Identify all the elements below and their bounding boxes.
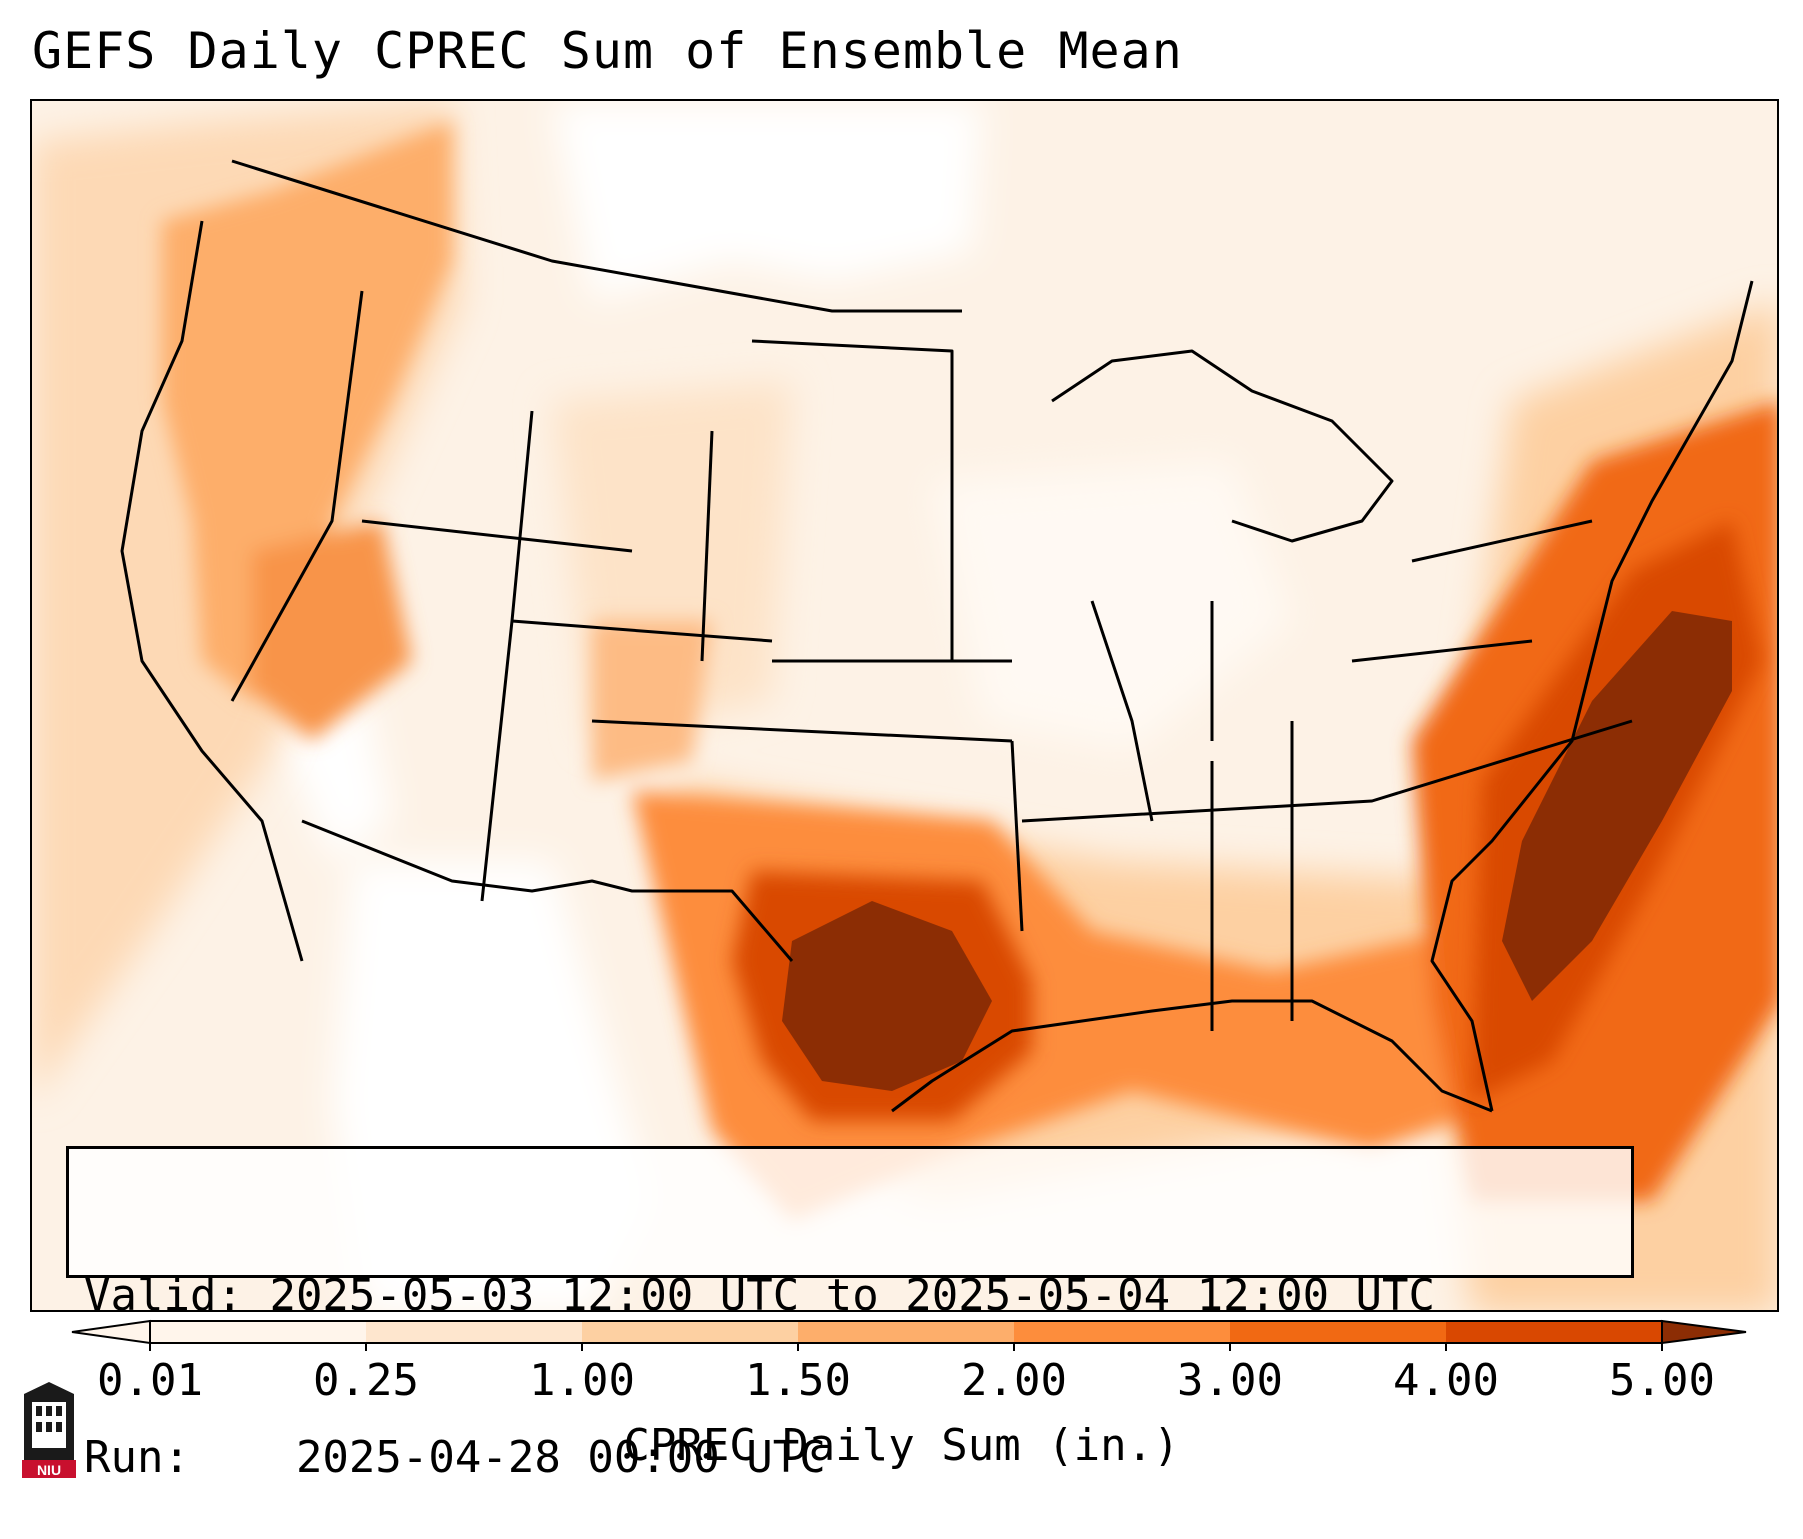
colorbar-segment <box>150 1321 367 1343</box>
colorbar-outline <box>149 1320 1663 1344</box>
run-row: Run: 2025-04-28 00:00 UTC <box>84 1431 1631 1485</box>
colorbar-tick-label: 0.25 <box>313 1355 419 1406</box>
run-label: Run: <box>84 1432 190 1483</box>
colorbar-tick-label: 2.00 <box>961 1355 1067 1406</box>
logo-text: NIU <box>37 1462 61 1478</box>
max-precip <box>782 611 1732 1091</box>
colorbar-tick-label: 5.00 <box>1609 1355 1715 1406</box>
colorbar-tick-label: 1.50 <box>745 1355 851 1406</box>
valid-run-info-box: Valid: 2025-05-03 12:00 UTC to 2025-05-0… <box>66 1146 1634 1483</box>
valid-value: 2025-05-03 12:00 UTC to 2025-05-04 12:00… <box>269 1270 1436 1321</box>
colorbar <box>71 1319 1747 1351</box>
colorbar-extend-high <box>1661 1319 1747 1345</box>
map-borders <box>120 159 1754 1113</box>
colorbar-tick-label: 1.00 <box>529 1355 635 1406</box>
colorbar-ticks <box>149 1343 1663 1351</box>
colorbar-segment <box>582 1321 799 1343</box>
colorbar-tick-label: 4.00 <box>1393 1355 1499 1406</box>
map-panel <box>30 99 1779 1312</box>
colorbar-segment <box>1230 1321 1447 1343</box>
colorbar-tick-label: 0.01 <box>97 1355 203 1406</box>
university-tower-icon: NIU <box>22 1382 76 1478</box>
page-title: GEFS Daily CPREC Sum of Ensemble Mean <box>32 22 1183 80</box>
valid-row: Valid: 2025-05-03 12:00 UTC to 2025-05-0… <box>84 1269 1631 1323</box>
colorbar-segments <box>71 1319 1747 1345</box>
run-value: 2025-04-28 00:00 UTC <box>295 1432 826 1483</box>
colorbar-segment <box>366 1321 583 1343</box>
colorbar-tick-label: 3.00 <box>1177 1355 1283 1406</box>
valid-label: Valid: <box>84 1270 243 1321</box>
colorbar-segment <box>1014 1321 1231 1343</box>
precip-map <box>32 101 1777 1310</box>
colorbar-segment <box>798 1321 1015 1343</box>
colorbar-label: CPREC Daily Sum (in.) <box>623 1420 1180 1471</box>
colorbar-extend-low <box>71 1319 151 1345</box>
colorbar-segment <box>1446 1321 1663 1343</box>
